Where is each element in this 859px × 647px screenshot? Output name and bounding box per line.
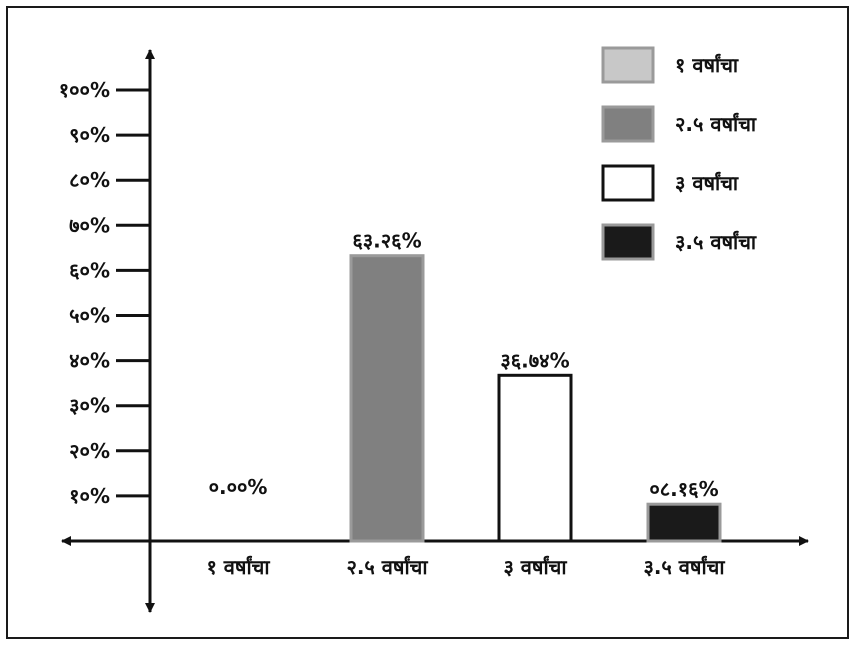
category-label: १ वर्षांचा: [206, 555, 270, 579]
category-label: २.५ वर्षांचा: [346, 555, 428, 579]
y-tick-label: १०%: [69, 484, 110, 508]
y-tick-label: ४०%: [69, 349, 110, 373]
y-tick-label: ९०%: [69, 123, 110, 147]
data-label: ०.००%: [209, 475, 268, 499]
y-tick-label: ६०%: [69, 258, 110, 282]
y-tick-label: १००%: [59, 78, 110, 102]
data-label: ३६.७४%: [500, 348, 569, 372]
legend-label: ३.५ वर्षांचा: [675, 230, 757, 254]
y-tick-label: ७०%: [69, 213, 110, 237]
y-tick-label: २०%: [69, 439, 110, 463]
legend-label: २.५ वर्षांचा: [675, 112, 757, 136]
legend-swatch: [601, 164, 655, 202]
legend-label: १ वर्षांचा: [675, 53, 739, 77]
y-tick-label: ८०%: [69, 168, 110, 192]
legend-swatch: [601, 46, 655, 84]
y-tick-label: ५०%: [69, 304, 110, 328]
bar: [497, 373, 573, 543]
legend-swatch: [601, 105, 655, 143]
bar: [646, 502, 722, 543]
legend-swatch: [601, 223, 655, 261]
data-label: ०८.१६%: [649, 477, 718, 501]
legend-label: ३ वर्षांचा: [675, 171, 739, 195]
bar: [349, 254, 425, 543]
category-label: ३ वर्षांचा: [503, 555, 567, 579]
data-label: ६३.२६%: [352, 229, 421, 253]
y-tick-label: ३०%: [69, 394, 110, 418]
category-label: ३.५ वर्षांचा: [643, 555, 725, 579]
